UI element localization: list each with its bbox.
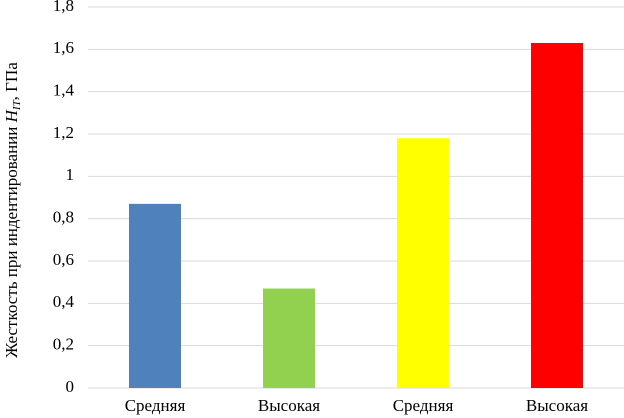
y-tick-label: 1,6: [53, 38, 74, 57]
bar: [263, 288, 315, 388]
y-tick-label: 1,4: [53, 81, 75, 100]
y-tick-label: 0,6: [53, 250, 74, 269]
y-tick-label: 0,2: [53, 335, 74, 354]
y-axis-label-unit: , ГПа: [2, 62, 21, 101]
y-axis-label-text: Жесткость при индентировании: [2, 122, 21, 357]
y-tick-label: 1,8: [53, 0, 74, 15]
x-tick-label: Высокая: [258, 396, 320, 415]
bar: [397, 138, 449, 388]
y-tick-label: 0,4: [53, 292, 75, 311]
x-tick-label: Высокая: [526, 396, 588, 415]
y-axis-label-symbol: H: [2, 108, 21, 123]
y-tick-label: 1,2: [53, 123, 74, 142]
y-tick-label: 0: [66, 377, 75, 396]
y-tick-label: 0,8: [53, 208, 74, 227]
bar: [129, 203, 181, 388]
y-axis-label: Жесткость при индентировании HIT, ГПа: [2, 62, 23, 358]
y-axis-label-subscript: IT: [11, 99, 23, 111]
x-tick-label: Средняя: [125, 396, 186, 415]
bar: [531, 42, 583, 388]
x-tick-label: Средняя: [393, 396, 454, 415]
y-tick-label: 1: [66, 165, 75, 184]
